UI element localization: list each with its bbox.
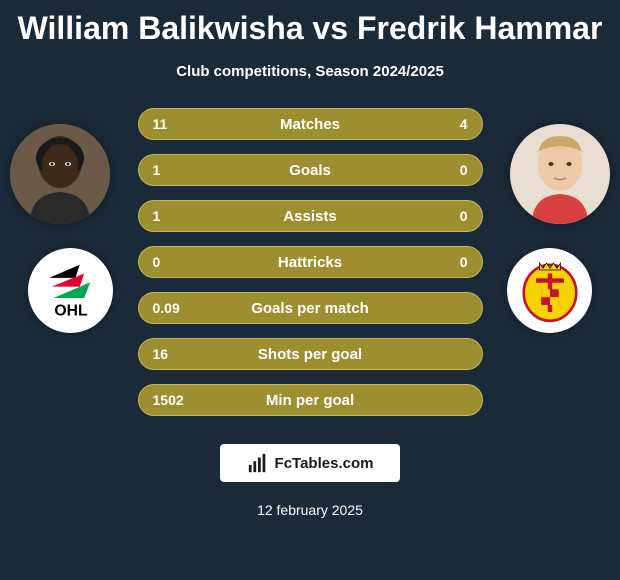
- fctables-logo-icon: [247, 452, 269, 474]
- comparison-title: William Balikwisha vs Fredrik Hammar: [18, 10, 603, 47]
- stat-label: Shots per goal: [258, 346, 362, 363]
- stat-row-assists: 1 Assists 0: [138, 200, 483, 232]
- stat-left-value: 1: [153, 208, 161, 224]
- stat-row-min-per-goal: 1502 Min per goal: [138, 384, 483, 416]
- stat-left-value: 1: [153, 162, 161, 178]
- stat-row-matches: 11 Matches 4: [138, 108, 483, 140]
- comparison-date: 12 february 2025: [257, 502, 363, 518]
- stat-row-goals: 1 Goals 0: [138, 154, 483, 186]
- stat-label: Hattricks: [278, 254, 342, 271]
- stat-right-value: 0: [460, 254, 468, 270]
- svg-text:OHL: OHL: [54, 302, 88, 319]
- player-right-photo-icon: [510, 124, 610, 224]
- season-subtitle: Club competitions, Season 2024/2025: [176, 63, 444, 80]
- stat-left-value: 16: [153, 346, 169, 362]
- stat-rows: 11 Matches 4 1 Goals 0 1 Assists 0 0 Hat…: [138, 108, 483, 416]
- fctables-badge[interactable]: FcTables.com: [220, 444, 400, 482]
- club-left-logo-icon: OHL: [36, 256, 106, 326]
- player-right-avatar: [510, 124, 610, 224]
- stat-label: Goals: [289, 162, 331, 179]
- stat-left-value: 11: [153, 116, 168, 132]
- stat-row-hattricks: 0 Hattricks 0: [138, 246, 483, 278]
- stat-right-value: 4: [460, 116, 468, 132]
- stat-label: Matches: [280, 116, 340, 133]
- club-right-logo-icon: [515, 256, 585, 326]
- comparison-container: William Balikwisha vs Fredrik Hammar Clu…: [0, 0, 620, 580]
- comparison-area: OHL 11 Matches 4 1 Goals 0: [0, 108, 620, 416]
- club-right-badge: [507, 248, 592, 333]
- stat-left-value: 1502: [153, 392, 184, 408]
- club-left-badge: OHL: [28, 248, 113, 333]
- stat-right-value: 0: [460, 208, 468, 224]
- player-left-avatar: [10, 124, 110, 224]
- stat-label: Assists: [283, 208, 336, 225]
- fctables-label: FcTables.com: [275, 455, 374, 472]
- stat-label: Goals per match: [251, 300, 369, 317]
- stat-left-value: 0: [153, 254, 161, 270]
- player-left-photo-icon: [10, 124, 110, 224]
- stat-row-shots-per-goal: 16 Shots per goal: [138, 338, 483, 370]
- stat-label: Min per goal: [266, 392, 354, 409]
- stat-right-value: 0: [460, 162, 468, 178]
- stat-left-value: 0.09: [153, 300, 180, 316]
- stat-row-goals-per-match: 0.09 Goals per match: [138, 292, 483, 324]
